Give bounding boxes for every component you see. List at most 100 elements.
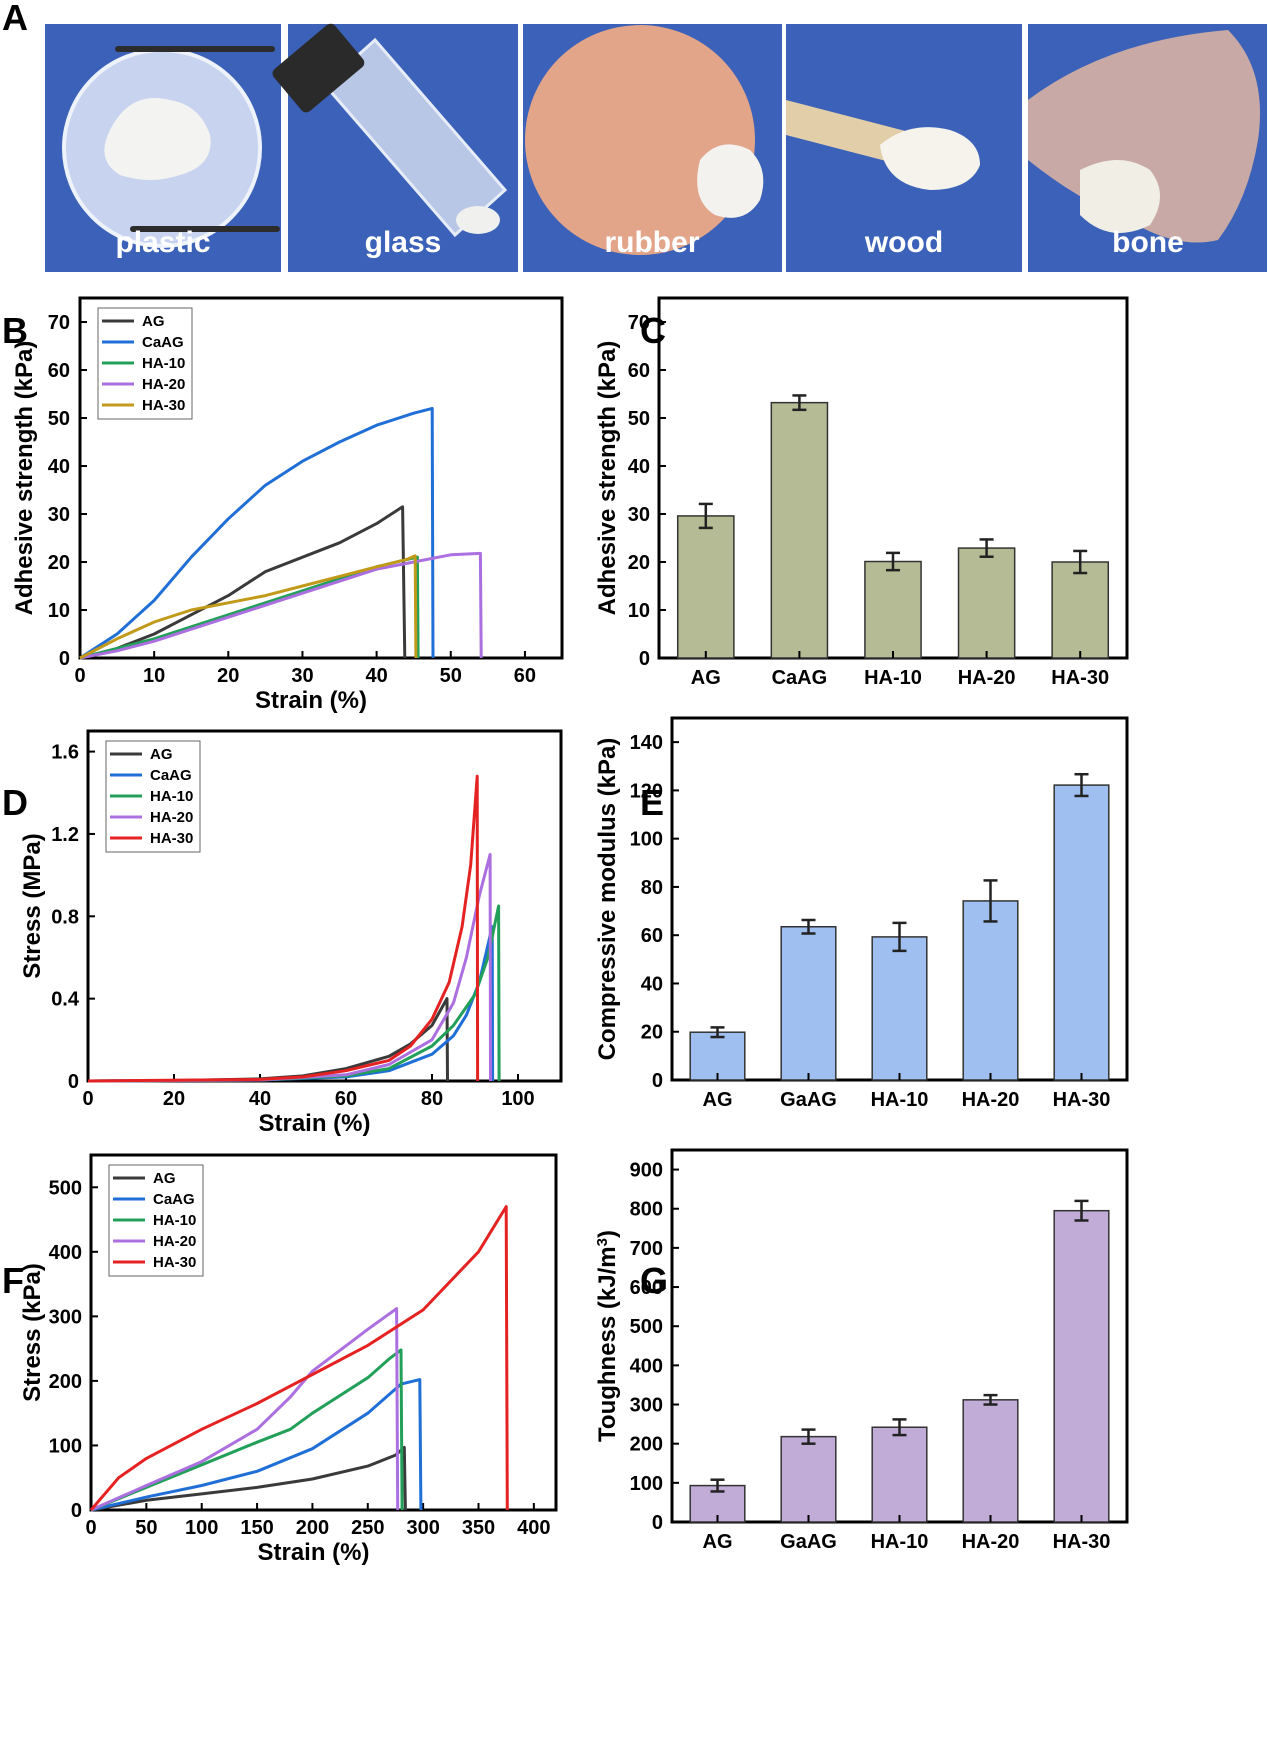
y-tick-label-G: 700 [630, 1238, 663, 1260]
photo-rubber: rubber [523, 24, 782, 272]
legend-label-ha-20: HA-20 [153, 1233, 196, 1250]
legend-label-ha-30: HA-30 [150, 830, 193, 847]
x-tick-label-F: 350 [462, 1517, 495, 1539]
bar-ag [689, 1031, 746, 1081]
panel-letter-b: B [2, 310, 28, 351]
x-tick-label-B: 0 [74, 665, 85, 687]
chart-d-compressive-stress-strain: 0 0.4 0.8 1.2 1.6 Stress (MPa) 0 20 40 60 80 100 Str… [19, 729, 563, 1137]
y-tick-label-D: 0.8 [51, 906, 79, 928]
x-category-label-ha-30: HA-30 [1053, 1531, 1111, 1553]
y-tick-label-C: 30 [628, 504, 650, 526]
series-line-ha-20 [79, 551, 483, 660]
x-tick-label-F: 50 [135, 1517, 157, 1539]
series-line-ag [79, 505, 407, 660]
photo-wood: wood [786, 24, 1022, 272]
y-tick-label-B: 70 [48, 312, 70, 334]
series-line-caag [79, 406, 435, 660]
plot-frame-F [89, 1153, 558, 1512]
panel-letter-d: D [2, 782, 28, 823]
x-category-label-gaag: GaAG [780, 1089, 837, 1111]
x-category-label-gaag: GaAG [780, 1531, 837, 1553]
legend-label-ha-10: HA-10 [142, 355, 185, 372]
bar-ha-10 [864, 560, 922, 659]
y-tick-label-F: 300 [49, 1306, 82, 1328]
y-axis-title-G: Toughness (kJ/m3) [594, 1230, 622, 1442]
y-tick-label-D: 1.2 [51, 824, 79, 846]
x-tick-label-D: 60 [335, 1088, 357, 1110]
series-line-caag [90, 1378, 423, 1512]
plot-frame-B [78, 296, 564, 660]
y-tick-label-C: 0 [639, 648, 650, 670]
x-tick-label-F: 300 [406, 1517, 439, 1539]
y-tick-label-C: 10 [628, 600, 650, 622]
x-tick-label-F: 0 [85, 1517, 96, 1539]
x-axis-title-D: Strain (%) [258, 1110, 370, 1137]
y-tick-label-G: 400 [630, 1355, 663, 1377]
bar-ha-10 [871, 1426, 928, 1523]
x-category-label-ag: AG [691, 667, 721, 689]
y-tick-label-G: 600 [630, 1277, 663, 1299]
panel-letter-c: C [640, 310, 666, 351]
bar-gaag [780, 926, 837, 1081]
y-tick-label-D: 0 [68, 1071, 79, 1093]
y-tick-label-G: 800 [630, 1199, 663, 1221]
series-line-caag [87, 925, 495, 1083]
photo-glass: glass [272, 23, 518, 272]
x-tick-label-D: 20 [163, 1088, 185, 1110]
x-tick-label-D: 40 [249, 1088, 271, 1110]
y-tick-label-B: 0 [59, 648, 70, 670]
photo-label-wood: wood [864, 226, 943, 259]
x-tick-label-D: 100 [501, 1088, 534, 1110]
y-axis-title-B: Adhesive strength (kPa) [11, 341, 38, 616]
y-tick-label-C: 40 [628, 456, 650, 478]
y-tick-label-E: 0 [652, 1070, 663, 1092]
y-axis-title-E: Compressive modulus (kPa) [594, 738, 621, 1061]
x-tick-label-B: 10 [143, 665, 165, 687]
chart-e-compressive-modulus-bars: 0 20 40 60 80 100 120 140 Compressive modulus (k… [594, 716, 1129, 1111]
x-category-label-ag: AG [703, 1089, 733, 1111]
y-tick-label-C: 70 [628, 312, 650, 334]
y-tick-label-F: 100 [49, 1435, 82, 1457]
y-tick-label-E: 120 [630, 780, 663, 802]
photo-label-plastic: plastic [115, 226, 210, 259]
photo-label-glass: glass [365, 226, 442, 259]
bar-ha-30 [1053, 784, 1110, 1081]
x-tick-label-F: 400 [517, 1517, 550, 1539]
panel-letter-a: A [2, 0, 28, 38]
bar-gaag [780, 1435, 837, 1523]
bar-ha-10 [871, 936, 928, 1081]
y-tick-label-B: 20 [48, 552, 70, 574]
x-axis-title-B: Strain (%) [255, 687, 367, 714]
y-tick-label-D: 1.6 [51, 742, 79, 764]
y-tick-label-E: 40 [641, 973, 663, 995]
x-category-label-ha-30: HA-30 [1051, 667, 1109, 689]
x-tick-label-B: 30 [291, 665, 313, 687]
panel-letter-f: F [2, 1260, 24, 1301]
y-tick-label-F: 500 [49, 1177, 82, 1199]
legend-label-ha-30: HA-30 [142, 397, 185, 414]
x-category-label-ha-10: HA-10 [871, 1089, 929, 1111]
y-tick-label-F: 400 [49, 1242, 82, 1264]
y-tick-label-B: 10 [48, 600, 70, 622]
y-tick-label-G: 0 [652, 1512, 663, 1534]
chart-c-adhesive-strength-bars: 0 10 20 30 40 50 60 70 Adhesive strength (kPa) AG… [594, 296, 1129, 689]
x-category-label-ha-20: HA-20 [958, 667, 1016, 689]
series-line-ha-10 [87, 904, 501, 1083]
x-tick-label-B: 50 [440, 665, 462, 687]
y-axis-title-D: Stress (MPa) [19, 833, 46, 978]
y-axis-title-F: Stress (kPa) [19, 1263, 46, 1402]
y-tick-label-B: 60 [48, 360, 70, 382]
y-tick-label-G: 900 [630, 1160, 663, 1182]
y-tick-label-E: 140 [630, 732, 663, 754]
y-tick-label-G: 500 [630, 1316, 663, 1338]
y-tick-label-E: 80 [641, 877, 663, 899]
photo-label-rubber: rubber [604, 226, 699, 259]
x-axis-title-F: Strain (%) [257, 1539, 369, 1566]
bar-ha-30 [1053, 1209, 1110, 1523]
legend-label-ha-10: HA-10 [150, 788, 193, 805]
y-tick-label-E: 20 [641, 1022, 663, 1044]
y-tick-label-E: 60 [641, 925, 663, 947]
panel-letter-e: E [640, 782, 664, 823]
y-tick-label-C: 20 [628, 552, 650, 574]
